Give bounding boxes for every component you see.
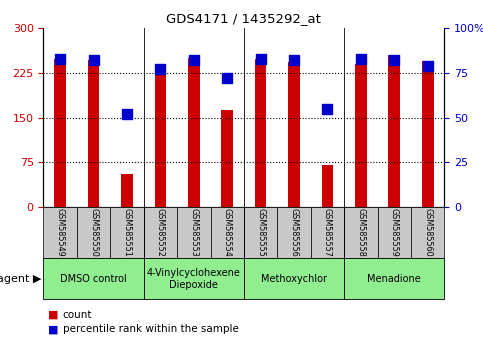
- Bar: [388, 55, 400, 207]
- Bar: [54, 59, 66, 207]
- Text: GSM585560: GSM585560: [423, 209, 432, 257]
- Bar: [110, 207, 144, 258]
- Point: [424, 63, 431, 69]
- Text: GSM585557: GSM585557: [323, 208, 332, 257]
- Bar: [43, 258, 144, 299]
- Text: count: count: [63, 310, 92, 320]
- Bar: [322, 165, 333, 207]
- Bar: [155, 75, 166, 207]
- Bar: [177, 207, 211, 258]
- Point: [223, 75, 231, 81]
- Point: [90, 58, 98, 63]
- Bar: [244, 258, 344, 299]
- Point: [290, 58, 298, 63]
- Text: agent ▶: agent ▶: [0, 274, 41, 284]
- Point: [357, 56, 365, 62]
- Text: GSM585549: GSM585549: [56, 209, 65, 257]
- Bar: [422, 61, 434, 207]
- Text: GSM585552: GSM585552: [156, 208, 165, 257]
- Text: GSM585554: GSM585554: [223, 209, 232, 257]
- Bar: [288, 62, 300, 207]
- Point: [324, 106, 331, 112]
- Text: Menadione: Menadione: [368, 274, 421, 284]
- Text: ■: ■: [48, 324, 59, 334]
- Text: GDS4171 / 1435292_at: GDS4171 / 1435292_at: [167, 12, 321, 25]
- Bar: [378, 207, 411, 258]
- Bar: [211, 207, 244, 258]
- Point: [390, 58, 398, 63]
- Point: [57, 56, 64, 62]
- Bar: [255, 59, 267, 207]
- Text: GSM585555: GSM585555: [256, 208, 265, 257]
- Text: GSM585553: GSM585553: [189, 209, 199, 257]
- Bar: [344, 207, 378, 258]
- Bar: [77, 207, 110, 258]
- Bar: [88, 60, 99, 207]
- Bar: [344, 258, 444, 299]
- Bar: [355, 64, 367, 207]
- Point: [156, 67, 164, 72]
- Text: GSM585556: GSM585556: [289, 209, 298, 257]
- Bar: [188, 58, 199, 207]
- Bar: [311, 207, 344, 258]
- Bar: [121, 174, 133, 207]
- Point: [190, 58, 198, 63]
- Point: [123, 111, 131, 117]
- Bar: [43, 207, 77, 258]
- Text: Methoxychlor: Methoxychlor: [261, 274, 327, 284]
- Text: DMSO control: DMSO control: [60, 274, 127, 284]
- Text: ■: ■: [48, 310, 59, 320]
- Bar: [244, 207, 277, 258]
- Text: GSM585559: GSM585559: [390, 208, 399, 257]
- Bar: [221, 110, 233, 207]
- Bar: [144, 258, 244, 299]
- Text: 4-Vinylcyclohexene
Diepoxide: 4-Vinylcyclohexene Diepoxide: [147, 268, 241, 290]
- Text: GSM585551: GSM585551: [123, 209, 131, 257]
- Bar: [411, 207, 444, 258]
- Text: GSM585558: GSM585558: [356, 209, 365, 257]
- Bar: [144, 207, 177, 258]
- Bar: [277, 207, 311, 258]
- Text: GSM585550: GSM585550: [89, 209, 98, 257]
- Point: [257, 56, 265, 62]
- Text: percentile rank within the sample: percentile rank within the sample: [63, 324, 239, 334]
